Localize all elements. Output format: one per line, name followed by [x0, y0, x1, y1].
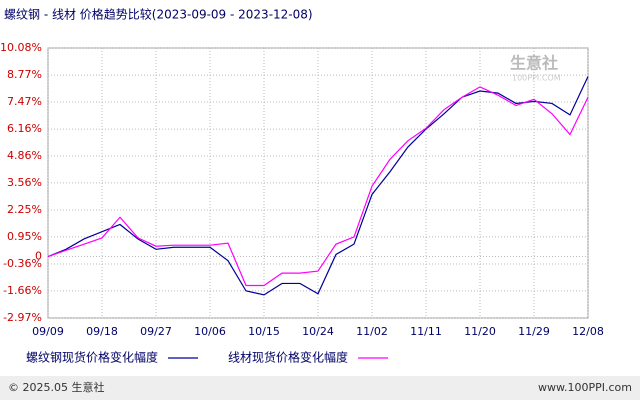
legend-label: 线材现货价格变化幅度 [228, 350, 348, 365]
legend-label: 螺纹钢现货价格变化幅度 [26, 350, 158, 365]
y-tick-label: 0 [35, 250, 42, 263]
y-tick-label: 10.08% [0, 41, 42, 54]
x-tick-label: 09/27 [140, 325, 172, 338]
y-tick-label: -1.66% [3, 284, 42, 297]
x-tick-label: 10/15 [248, 325, 280, 338]
x-tick-label: 10/06 [194, 325, 226, 338]
footer-right: www.100PPI.com [538, 381, 632, 394]
series-line [47, 86, 589, 287]
x-tick-label: 09/09 [32, 325, 64, 338]
x-tick-label: 12/08 [572, 325, 604, 338]
watermark-site: 100PPI.COM [512, 74, 561, 83]
y-tick-label: 0.95% [7, 230, 42, 243]
y-tick-label: 3.56% [7, 176, 42, 189]
y-tick-label: 4.86% [7, 149, 42, 162]
y-tick-label: 8.77% [7, 68, 42, 81]
y-tick-label: 6.16% [7, 122, 42, 135]
y-tick-label: 7.47% [7, 95, 42, 108]
y-tick-label: -0.36% [3, 257, 42, 270]
x-tick-label: 11/11 [410, 325, 442, 338]
x-tick-label: 10/24 [302, 325, 334, 338]
x-tick-label: 11/29 [518, 325, 550, 338]
footer-bar [0, 376, 640, 400]
y-tick-label: 2.25% [7, 203, 42, 216]
footer-left: © 2025.05 生意社 [8, 380, 104, 394]
chart-title: 螺纹钢 - 线材 价格趋势比较(2023-09-09 - 2023-12-08) [4, 7, 313, 22]
series-line [47, 76, 589, 296]
x-tick-label: 11/02 [356, 325, 388, 338]
x-tick-label: 11/20 [464, 325, 496, 338]
y-tick-label: -2.97% [3, 311, 42, 324]
x-tick-label: 09/18 [86, 325, 118, 338]
